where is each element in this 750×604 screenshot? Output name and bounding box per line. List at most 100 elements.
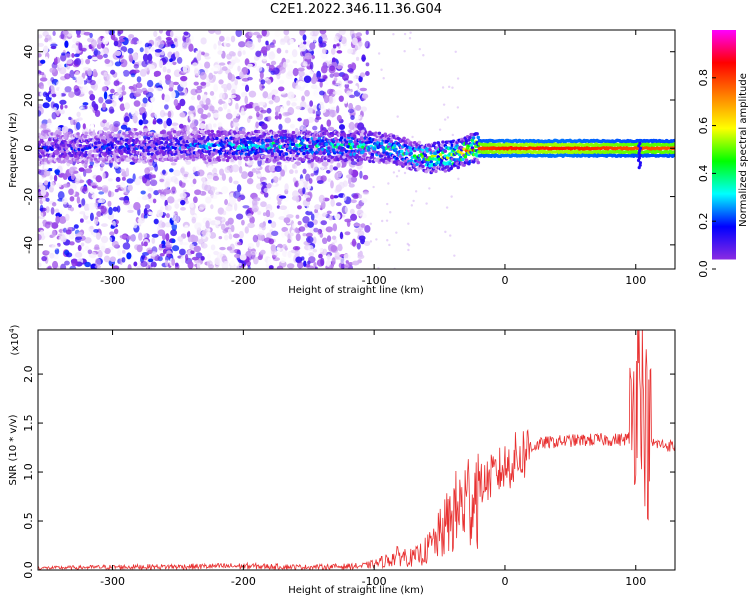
spectrogram-noise-cell bbox=[182, 65, 188, 73]
spectrogram-noise-cell bbox=[280, 44, 285, 50]
spectrogram-noise-cell bbox=[184, 253, 189, 261]
spectrogram-noise-cell bbox=[240, 188, 247, 193]
spectrogram-noise-cell bbox=[438, 128, 442, 131]
spectrogram-noise-cell bbox=[110, 225, 115, 229]
spectrogram-ridge-cell bbox=[104, 133, 109, 137]
spectrogram-noise-cell bbox=[126, 66, 133, 71]
spectrogram-noise-cell bbox=[165, 243, 173, 248]
spectrogram-noise-cell bbox=[138, 107, 146, 114]
spectrogram-noise-cell bbox=[92, 232, 97, 238]
spectrogram-noise-cell bbox=[125, 167, 129, 176]
spectrogram-noise-cell bbox=[280, 257, 287, 264]
spectrogram-noise-cell bbox=[153, 190, 160, 196]
spectrogram-noise-cell bbox=[92, 68, 97, 77]
spectrogram-noise-cell bbox=[307, 244, 314, 251]
spectrogram-noise-cell bbox=[75, 122, 81, 130]
spectrogram-ridge-cell bbox=[39, 148, 44, 152]
spectrogram-noise-cell bbox=[174, 202, 180, 209]
spectrogram-noise-cell bbox=[160, 51, 165, 56]
spectrogram-noise-cell bbox=[219, 246, 226, 251]
spectrogram-noise-cell bbox=[56, 81, 62, 88]
spectrogram-noise-cell bbox=[225, 206, 233, 212]
spectrogram-noise-cell bbox=[164, 222, 172, 228]
spectrogram-noise-cell bbox=[263, 187, 270, 193]
spectrogram-noise-cell bbox=[329, 194, 335, 200]
spectrogram-noise-cell bbox=[97, 54, 104, 60]
spectrogram-noise-cell bbox=[68, 188, 74, 196]
spectrogram-ridge-cell bbox=[475, 132, 479, 136]
spectrogram-noise-cell bbox=[133, 64, 139, 69]
spectrogram-noise-cell bbox=[179, 98, 186, 107]
spectrogram-noise-cell bbox=[38, 34, 43, 39]
spectrogram-noise-cell bbox=[64, 40, 69, 48]
spectrogram-noise-cell bbox=[210, 244, 216, 251]
spectrogram-noise-cell bbox=[276, 246, 281, 253]
spectrogram-noise-cell bbox=[315, 87, 322, 91]
spectrogram-noise-cell bbox=[311, 76, 317, 85]
spectrogram-noise-cell bbox=[74, 210, 81, 214]
spectrogram-noise-cell bbox=[317, 229, 321, 236]
spectrogram-ridge-cell bbox=[223, 130, 227, 134]
spectrogram-noise-cell bbox=[57, 191, 65, 200]
spectrogram-noise-cell bbox=[242, 50, 246, 55]
spectrogram-noise-cell bbox=[281, 226, 288, 232]
spectrogram-noise-cell bbox=[60, 53, 67, 62]
spectrogram-noise-cell bbox=[143, 111, 148, 118]
spectrogram-noise-cell bbox=[286, 244, 295, 249]
spectrogram-noise-cell bbox=[109, 231, 115, 236]
spectrogram-noise-cell bbox=[248, 90, 257, 98]
spectrogram-noise-cell bbox=[196, 94, 201, 101]
spectrogram-noise-cell bbox=[41, 255, 48, 262]
spectrogram-ridge-cell bbox=[402, 136, 406, 141]
spectrogram-noise-cell bbox=[207, 112, 211, 118]
spectrogram-ridge-cell bbox=[206, 129, 211, 134]
spectrogram-noise-cell bbox=[130, 73, 136, 78]
spectrogram-noise-cell bbox=[252, 31, 260, 36]
spectrogram-noise-cell bbox=[358, 235, 366, 241]
spectrogram-noise-cell bbox=[167, 196, 175, 204]
spectrogram-noise-cell bbox=[454, 50, 457, 53]
spectrogram-noise-cell bbox=[231, 88, 236, 95]
spectrogram-noise-cell bbox=[169, 58, 173, 63]
spectrogram-noise-cell bbox=[147, 87, 154, 93]
spectrogram-ridge-cell bbox=[86, 135, 91, 139]
spectrogram-noise-cell bbox=[314, 204, 321, 210]
spectrogram-noise-cell bbox=[167, 110, 172, 118]
spectrogram-noise-cell bbox=[49, 67, 56, 73]
spectrogram-noise-cell bbox=[194, 222, 202, 231]
spectrogram-noise-cell bbox=[357, 122, 365, 131]
spectrogram-noise-cell bbox=[332, 44, 337, 49]
spectrogram-noise-cell bbox=[197, 238, 204, 245]
spectrogram-noise-cell bbox=[261, 123, 268, 130]
spectrogram-noise-cell bbox=[234, 58, 241, 63]
spectrogram-noise-cell bbox=[132, 52, 139, 61]
spectrogram-ridge-cell bbox=[105, 135, 110, 140]
spectrogram-ridge-cell bbox=[50, 147, 54, 152]
spectrogram-noise-cell bbox=[120, 59, 128, 68]
spectrogram-noise-cell bbox=[62, 197, 68, 205]
spectrogram-ridge-cell bbox=[182, 153, 186, 158]
spectrogram-noise-cell bbox=[75, 236, 83, 241]
spectrogram-noise-cell bbox=[161, 222, 166, 228]
spectrogram-noise-cell bbox=[192, 165, 200, 172]
spectrogram-noise-cell bbox=[42, 102, 50, 109]
spectrogram-noise-cell bbox=[266, 196, 272, 200]
spectrogram-noise-cell bbox=[283, 30, 290, 36]
spectrogram-noise-cell bbox=[181, 41, 188, 50]
spectrogram-ridge-cell bbox=[273, 152, 278, 157]
spectrogram-noise-cell bbox=[59, 209, 64, 215]
spectrogram-noise-cell bbox=[93, 50, 101, 56]
spectrogram-noise-cell bbox=[355, 104, 362, 111]
spectrogram-noise-cell bbox=[339, 231, 344, 240]
spectrogram-noise-cell bbox=[444, 230, 447, 234]
spectrogram-noise-cell bbox=[39, 77, 48, 82]
spectrogram-noise-cell bbox=[260, 249, 266, 255]
spectrogram-noise-cell bbox=[274, 30, 281, 37]
spectrogram-noise-cell bbox=[169, 168, 174, 173]
spectrogram-noise-cell bbox=[89, 225, 94, 230]
spectrogram-noise-cell bbox=[326, 254, 331, 261]
spectrogram-noise-cell bbox=[209, 91, 215, 96]
spectrogram-noise-cell bbox=[337, 80, 343, 88]
spectrogram-noise-cell bbox=[65, 53, 71, 59]
spectrogram-noise-cell bbox=[110, 88, 115, 94]
